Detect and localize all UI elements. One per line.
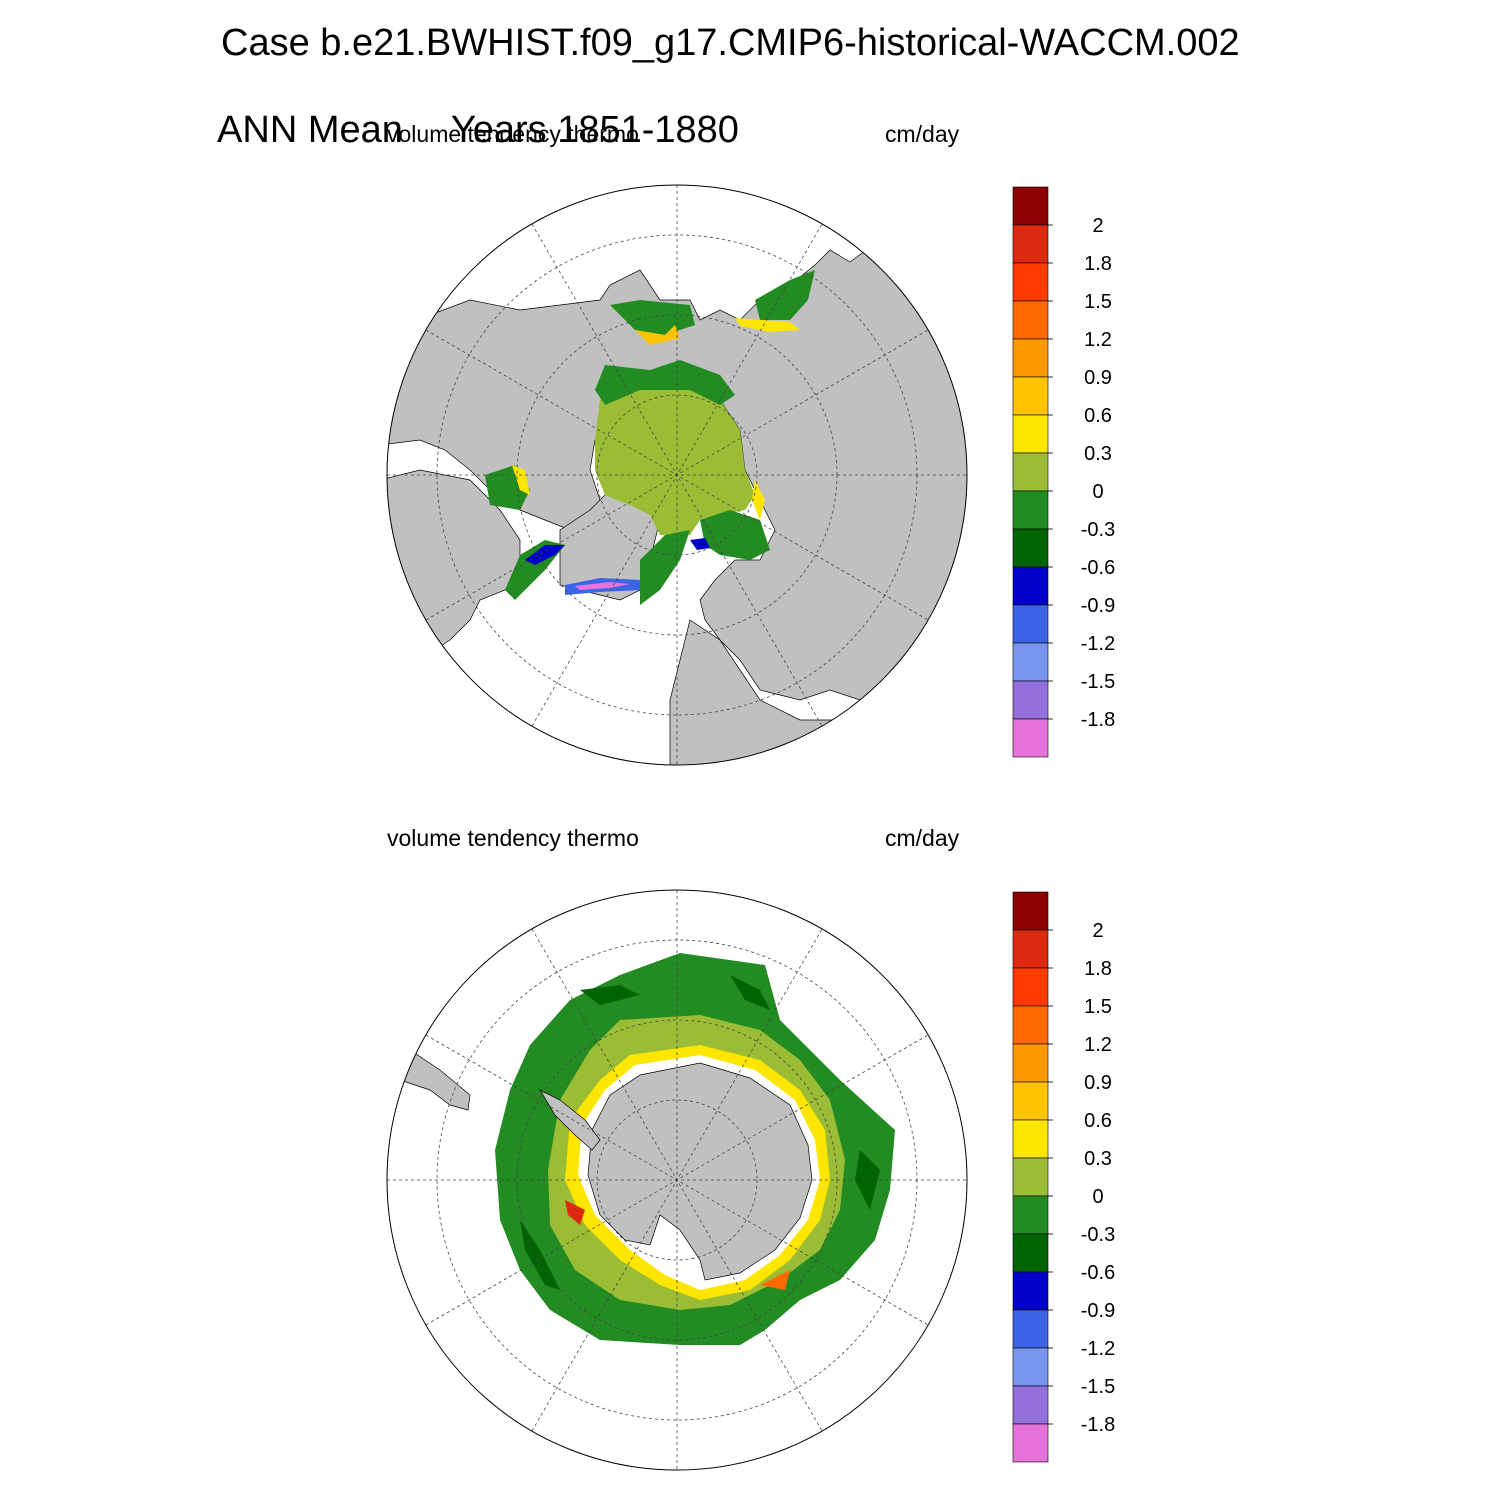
colorbar-north-swatch (1012, 376, 1049, 416)
colorbar-south-level-label: -1.8 (1081, 1414, 1115, 1436)
colorbar-north-swatch (1012, 566, 1049, 606)
north-ice-okhotsk (755, 270, 815, 320)
south-field-label: volume tendency thermo (387, 825, 639, 851)
colorbar-south-level-label: 0.3 (1084, 1148, 1112, 1170)
north-ice-neg-strait-core (575, 582, 630, 590)
south-ice-streak-d (520, 1220, 560, 1290)
colorbar-south-level-label: 1.2 (1084, 1034, 1112, 1056)
colorbar-south-swatch (1012, 1347, 1049, 1387)
colorbar-north-level-label: 1.8 (1084, 253, 1112, 275)
colorbar-south-level-label: 0.6 (1084, 1110, 1112, 1132)
colorbar-north-swatch (1012, 262, 1049, 302)
colorbar-north-swatch (1012, 186, 1049, 226)
south-graticule (387, 890, 967, 1470)
colorbar-south-swatch (1012, 1385, 1049, 1425)
north-ice-neg-svalbard (690, 538, 710, 550)
colorbar-south-level-label: -0.9 (1081, 1300, 1115, 1322)
colorbar-north-level-label: 2 (1092, 215, 1103, 237)
colorbar-north-level-label: -1.8 (1081, 709, 1115, 731)
colorbar-north-swatch (1012, 642, 1049, 682)
north-ice-east-greenland (640, 530, 690, 605)
colorbar-south-swatch (1012, 1233, 1049, 1273)
colorbar-north-level-label: -1.5 (1081, 671, 1115, 693)
south-polar-map (386, 889, 968, 1471)
colorbar-south-level-label: 1.8 (1084, 958, 1112, 980)
north-units-label: cm/day (885, 121, 960, 147)
colorbar-north-level-label: 0 (1092, 481, 1103, 503)
north-ice-central (595, 385, 755, 535)
south-units-label: cm/day (885, 825, 960, 851)
colorbar-south-level-label: -0.6 (1081, 1262, 1115, 1284)
north-field-label: volume tendency thermo (387, 121, 639, 147)
colorbar-south-swatch (1012, 1195, 1049, 1235)
colorbar-north-swatch (1012, 338, 1049, 378)
colorbar-north-swatch (1012, 414, 1049, 454)
colorbar-south-swatch (1012, 1423, 1049, 1463)
north-ice-margin-siberia (595, 360, 735, 405)
colorbar-south-swatch (1012, 929, 1049, 969)
north-ice-edge-hudson (512, 465, 530, 495)
colorbar-south-level-label: 0 (1092, 1186, 1103, 1208)
colorbar-north-level-label: 1.2 (1084, 329, 1112, 351)
colorbar-south-level-label: -0.3 (1081, 1224, 1115, 1246)
colorbar-north-swatch (1012, 452, 1049, 492)
north-graticule (387, 185, 967, 765)
south-land-peninsula (539, 1089, 601, 1151)
colorbar-north-swatch (1012, 300, 1049, 340)
colorbar-south: 2 1.8 1.5 1.2 0.9 0.6 0.3 0 -0.3 -0.6 -0.9 -1.2 -1.5… (1012, 891, 1115, 1463)
colorbar-north: 2 1.8 1.5 1.2 0.9 0.6 0.3 0 -0.3 -0.6 -0.9 -1.2 -1.5… (1012, 186, 1115, 758)
case-title: Case b.e21.BWHIST.f09_g17.CMIP6-historic… (221, 22, 1240, 64)
south-ice-hotspot-east (760, 1270, 790, 1290)
colorbar-north-level-label: -0.3 (1081, 519, 1115, 541)
season-label: ANN Mean (217, 109, 403, 151)
colorbar-south-level-label: -1.5 (1081, 1376, 1115, 1398)
colorbar-south-swatch (1012, 1157, 1049, 1197)
north-ice-edge-barents (752, 480, 765, 520)
colorbar-north-swatch (1012, 604, 1049, 644)
colorbar-south-swatch (1012, 1043, 1049, 1083)
north-ice-edge-bering (635, 325, 680, 345)
colorbar-south-swatch (1012, 1271, 1049, 1311)
north-ice-neg-labrador (525, 545, 565, 565)
north-ice-edge-okhotsk (735, 318, 800, 332)
south-land-antarctica (587, 1062, 813, 1281)
colorbar-north-level-label: 0.9 (1084, 367, 1112, 389)
period-subtitle: ANN Mean Years 1851-1880 (198, 67, 739, 151)
south-ice-streak-a (580, 985, 640, 1005)
colorbar-south-swatch (1012, 1005, 1049, 1045)
colorbar-south-swatch (1012, 1309, 1049, 1349)
north-polar-map (386, 184, 968, 766)
colorbar-north-level-label: 0.6 (1084, 405, 1112, 427)
colorbar-south-swatch (1012, 1081, 1049, 1121)
colorbar-north-swatch (1012, 490, 1049, 530)
colorbar-south-level-label: 0.9 (1084, 1072, 1112, 1094)
colorbar-south-swatch (1012, 891, 1049, 931)
colorbar-south-level-label: -1.2 (1081, 1338, 1115, 1360)
colorbar-north-swatch (1012, 224, 1049, 264)
colorbar-north-level-label: -0.6 (1081, 557, 1115, 579)
colorbar-north-swatch (1012, 718, 1049, 758)
colorbar-south-level-label: 2 (1092, 920, 1103, 942)
colorbar-north-swatch (1012, 528, 1049, 568)
colorbar-north-level-label: -0.9 (1081, 595, 1115, 617)
colorbar-north-level-label: -1.2 (1081, 633, 1115, 655)
south-ice-hotspot-weddell (565, 1200, 585, 1225)
colorbar-north-level-label: 1.5 (1084, 291, 1112, 313)
colorbar-north-level-label: 0.3 (1084, 443, 1112, 465)
south-ice-streak-b (730, 975, 770, 1010)
colorbar-north-swatch (1012, 680, 1049, 720)
colorbar-south-level-label: 1.5 (1084, 996, 1112, 1018)
north-ice-barents (700, 510, 770, 560)
colorbar-south-swatch (1012, 1119, 1049, 1159)
years-label: Years 1851-1880 (450, 109, 739, 151)
colorbar-south-swatch (1012, 967, 1049, 1007)
